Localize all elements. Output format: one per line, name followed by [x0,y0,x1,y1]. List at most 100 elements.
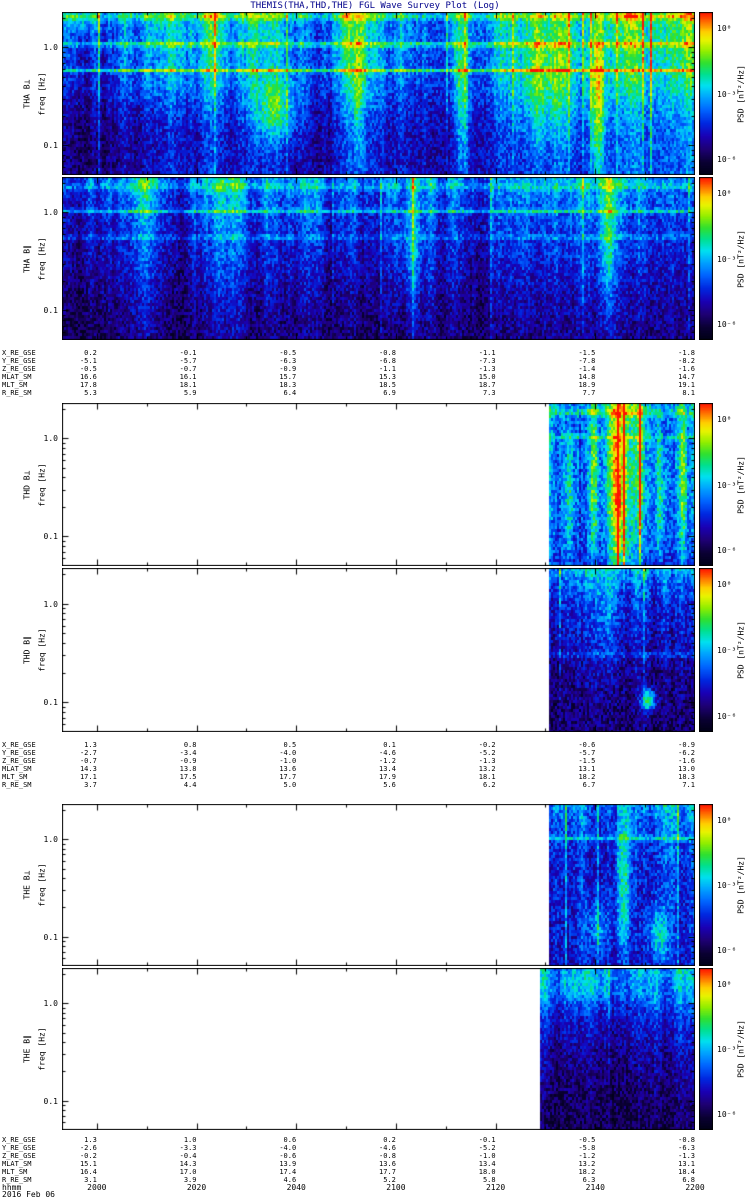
date-label: 2016 Feb 06 [2,1190,55,1199]
ephemeris-value: 5.3 [84,389,97,397]
ephemeris-value: 13.1 [578,765,596,773]
panel-label-thd-bpar: THD B∥ [22,635,32,665]
ephemeris-value: -0.2 [478,741,496,749]
freq-axis-label: freq [Hz] [37,236,47,281]
ephemeris-value: -4.0 [279,1144,297,1152]
ephemeris-value: -1.6 [678,365,695,373]
freq-tick-label: 0.1 [43,141,58,151]
ephemeris-value: 13.9 [279,1160,297,1168]
ephemeris-value: 0.2 [383,1136,396,1144]
ephemeris-value: 15.1 [79,1160,97,1168]
ephemeris-value: -0.6 [578,741,596,749]
ephemeris-value: 15.0 [478,373,496,381]
ephemeris-value: 1.3 [84,741,97,749]
ephemeris-value: 13.4 [478,1160,496,1168]
ephemeris-value: 15.7 [279,373,297,381]
ephemeris-row-label: X_RE_GSE [2,1136,36,1144]
colorbar-tha-bpar [699,177,713,340]
ephemeris-value: -1.1 [478,349,496,357]
ephemeris-value: 14.3 [179,1160,197,1168]
ephemeris-value: -0.7 [179,365,197,373]
psd-tick-label: 10⁻³ [717,1045,737,1054]
ephemeris-value: 13.6 [379,1160,396,1168]
freq-axis-label: freq [Hz] [37,462,47,507]
ephemeris-value: -1.0 [478,1152,496,1160]
ephemeris-value: 5.0 [283,781,297,789]
ephemeris-value: 13.6 [279,765,297,773]
ephemeris-value: 18.4 [678,1168,695,1176]
ephemeris-value: 17.8 [79,381,97,389]
ephemeris-value: 17.7 [379,1168,396,1176]
freq-tick-label: 1.0 [43,434,58,444]
psd-tick-label: 10⁻³ [717,646,737,655]
ephemeris-row-label: R_RE_SM [2,1176,32,1184]
ephemeris-value: 6.8 [682,1176,695,1184]
ephemeris-value: -0.1 [179,349,197,357]
ephemeris-value: -0.9 [678,741,695,749]
time-tick-label: 2200 [685,1183,705,1192]
ephemeris-value: -7.3 [478,357,496,365]
ephemeris-value: -3.3 [179,1144,197,1152]
ephemeris-value: -1.3 [478,757,496,765]
ephemeris-value: 13.1 [678,1160,695,1168]
ephemeris-value: 7.3 [482,389,496,397]
ephemeris-value: 0.6 [283,1136,297,1144]
ephemeris-value: 15.3 [379,373,396,381]
ephemeris-row-label: MLT_SM [2,1168,28,1176]
ephemeris-value: -5.7 [179,357,197,365]
ephemeris-row-label: MLAT_SM [2,1160,32,1168]
ephemeris-value: 17.4 [279,1168,297,1176]
ephemeris-value: -1.8 [678,349,695,357]
panel-label-the-bperp: THE B⊥ [22,870,32,900]
ephemeris-row-label: MLT_SM [2,773,28,781]
ephemeris-value: 8.1 [682,389,695,397]
ephemeris-value: 6.3 [582,1176,596,1184]
freq-axis-label: freq [Hz] [37,1027,47,1071]
ephemeris-value: 18.5 [379,381,396,389]
ephemeris-row-label: Z_RE_GSE [2,757,36,765]
freq-axis-label: freq [Hz] [37,863,47,907]
colorbar-tha-bperp [699,12,713,175]
ephemeris-value: -4.6 [379,1144,396,1152]
ephemeris-value: 14.3 [79,765,97,773]
psd-tick-label: 10⁻³ [717,89,737,99]
ephemeris-value: 6.7 [582,781,596,789]
ephemeris-value: 6.9 [383,389,396,397]
freq-tick-label: 1.0 [43,599,58,609]
ephemeris-value: -5.2 [478,749,496,757]
panel-label-tha-bpar: THA B∥ [22,244,32,273]
psd-tick-label: 10⁻⁶ [717,154,737,164]
colorbar-the-bperp [699,804,713,966]
ephemeris-value: -0.2 [79,1152,97,1160]
ephemeris-value: 3.9 [183,1176,197,1184]
colorbar-the-bpar [699,968,713,1130]
ephemeris-row-label: Y_RE_GSE [2,749,36,757]
ephemeris-value: -5.8 [578,1144,596,1152]
ephemeris-value: -1.5 [578,349,596,357]
psd-axis-label: PSD [nT²/Hz] [736,455,746,514]
ephemeris-value: 14.8 [578,373,596,381]
ephemeris-value: 6.4 [283,389,297,397]
spectrogram-thd-bpar [62,568,695,732]
ephemeris-value: -1.5 [578,757,596,765]
psd-tick-label: 10⁻⁶ [717,945,737,955]
ephemeris-value: -0.6 [279,1152,297,1160]
ephemeris-value: -6.3 [279,357,297,365]
psd-axis-label: PSD [nT²/Hz] [736,856,746,914]
freq-tick-label: 1.0 [43,43,58,53]
ephemeris-value: 5.9 [183,389,197,397]
freq-tick-label: 0.1 [43,932,58,942]
ephemeris-value: -1.4 [578,365,596,373]
ephemeris-value: 4.6 [283,1176,297,1184]
ephemeris-value: 14.7 [678,373,695,381]
freq-tick-label: 1.0 [43,835,58,845]
panel-label-the-bpar: THE B∥ [22,1034,32,1064]
ephemeris-row-label: Y_RE_GSE [2,357,36,365]
spectrogram-tha-bperp [62,12,695,175]
ephemeris-value: -0.7 [79,757,97,765]
freq-tick-label: 0.1 [43,1096,58,1106]
ephemeris-value: 17.5 [179,773,197,781]
ephemeris-value: 17.1 [79,773,97,781]
ephemeris-value: 13.4 [379,765,396,773]
ephemeris-value: -6.8 [379,357,396,365]
